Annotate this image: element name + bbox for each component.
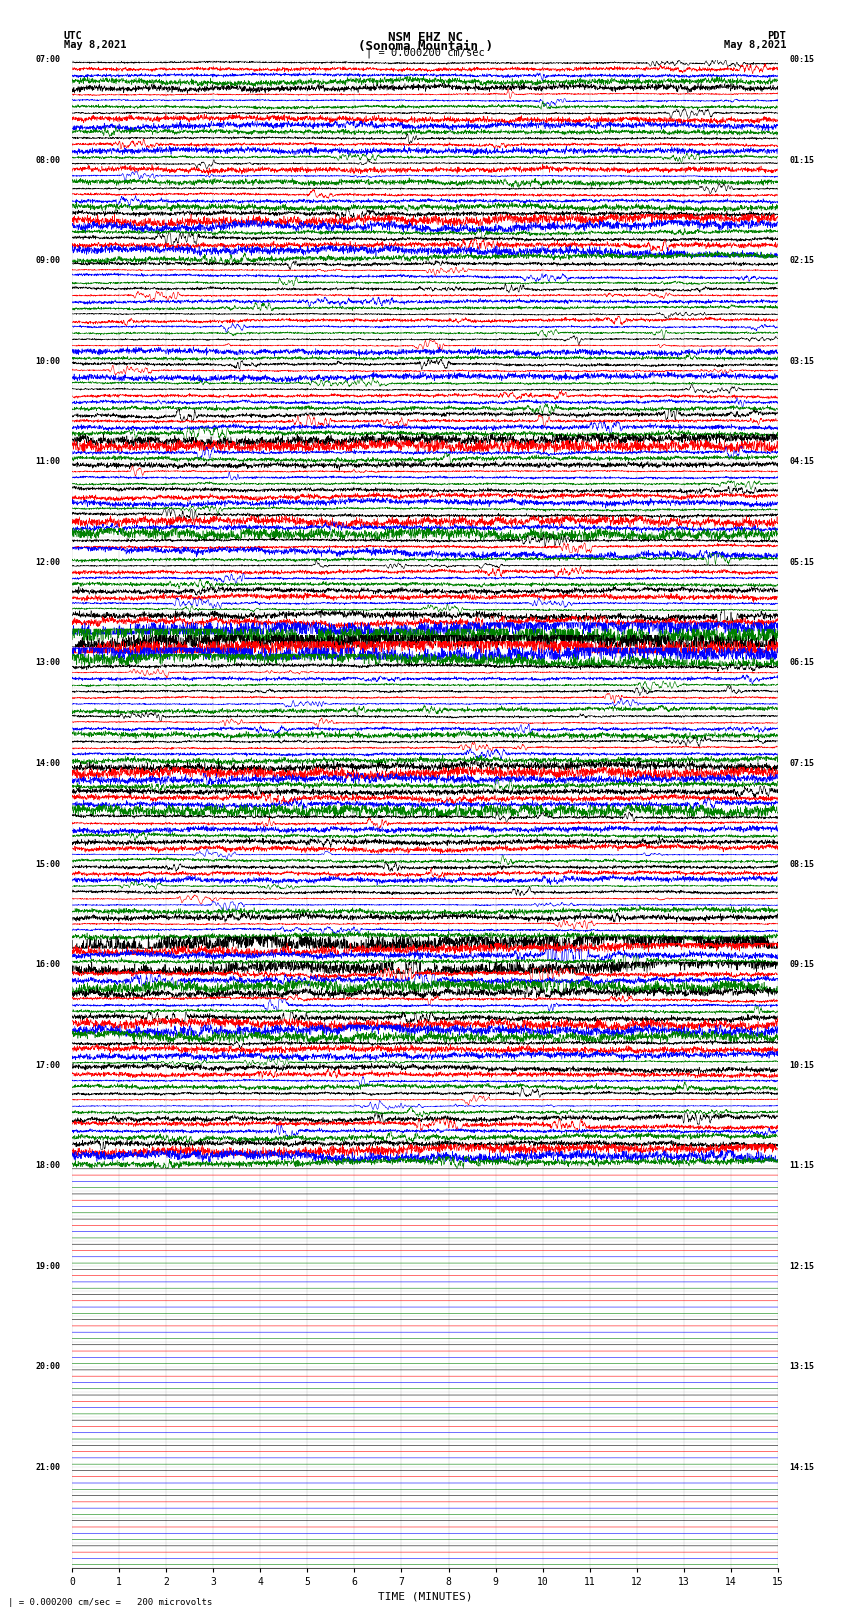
Text: 09:15: 09:15 [790,960,814,969]
Text: 20:00: 20:00 [36,1363,60,1371]
Text: 21:00: 21:00 [36,1463,60,1471]
Text: 14:00: 14:00 [36,760,60,768]
Text: 05:15: 05:15 [790,558,814,566]
Text: 12:15: 12:15 [790,1261,814,1271]
Text: 19:00: 19:00 [36,1261,60,1271]
Text: 13:15: 13:15 [790,1363,814,1371]
Text: PDT: PDT [768,31,786,42]
Text: 11:00: 11:00 [36,458,60,466]
Text: 13:00: 13:00 [36,658,60,668]
Text: 07:15: 07:15 [790,760,814,768]
Text: 10:15: 10:15 [790,1061,814,1069]
Text: 12:00: 12:00 [36,558,60,566]
Text: 07:00: 07:00 [36,55,60,65]
Text: 00:15: 00:15 [790,55,814,65]
X-axis label: TIME (MINUTES): TIME (MINUTES) [377,1590,473,1602]
Text: 06:15: 06:15 [790,658,814,668]
Text: NSM EHZ NC: NSM EHZ NC [388,31,462,45]
Text: May 8,2021: May 8,2021 [64,39,127,50]
Text: 09:00: 09:00 [36,256,60,265]
Text: 02:15: 02:15 [790,256,814,265]
Text: 08:00: 08:00 [36,156,60,165]
Text: | = 0.000200 cm/sec: | = 0.000200 cm/sec [366,47,484,58]
Text: 16:00: 16:00 [36,960,60,969]
Text: 11:15: 11:15 [790,1161,814,1169]
Text: 14:15: 14:15 [790,1463,814,1471]
Text: 18:00: 18:00 [36,1161,60,1169]
Text: | = 0.000200 cm/sec =   200 microvolts: | = 0.000200 cm/sec = 200 microvolts [8,1597,212,1607]
Text: 04:15: 04:15 [790,458,814,466]
Text: 10:00: 10:00 [36,356,60,366]
Text: UTC: UTC [64,31,82,42]
Text: 03:15: 03:15 [790,356,814,366]
Text: 08:15: 08:15 [790,860,814,868]
Text: (Sonoma Mountain ): (Sonoma Mountain ) [358,39,492,53]
Text: 17:00: 17:00 [36,1061,60,1069]
Text: May 8,2021: May 8,2021 [723,39,786,50]
Text: 15:00: 15:00 [36,860,60,868]
Text: 01:15: 01:15 [790,156,814,165]
